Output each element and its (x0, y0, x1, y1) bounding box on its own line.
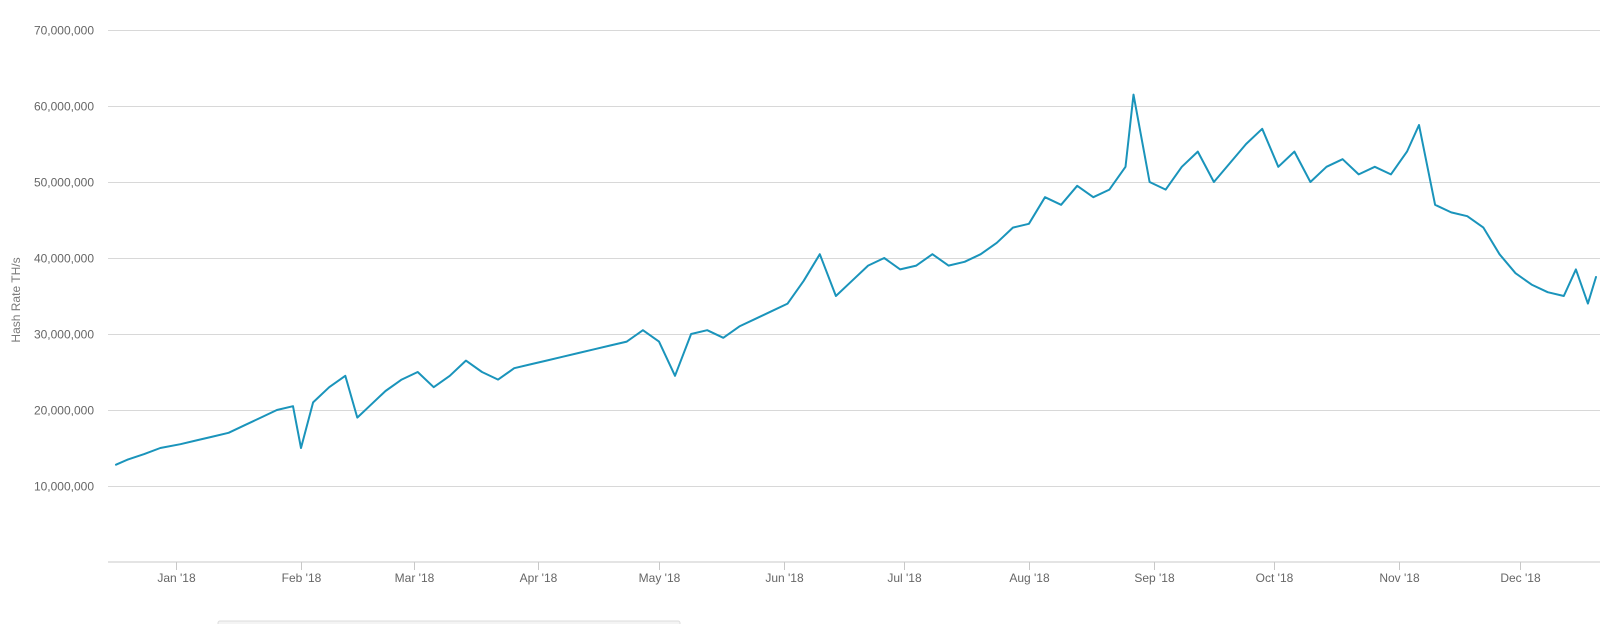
x-tick-label: Jun '18 (765, 571, 804, 585)
y-tick-label: 10,000,000 (34, 480, 94, 494)
x-tick-label: Jul '18 (887, 571, 922, 585)
y-axis-ticks: 10,000,000 20,000,000 30,000,000 40,000,000… (34, 24, 94, 494)
x-tick-label: Dec '18 (1500, 571, 1541, 585)
y-tick-label: 40,000,000 (34, 252, 94, 266)
y-tick-label: 60,000,000 (34, 100, 94, 114)
x-tick-label: Jan '18 (157, 571, 196, 585)
grid-layer (108, 31, 1600, 487)
x-tick-label: Apr '18 (520, 571, 558, 585)
y-axis-label: Hash Rate TH/s (9, 257, 23, 342)
x-tick-label: Aug '18 (1009, 571, 1050, 585)
x-axis-ticks: Jan '18 Feb '18 Mar '18 Apr '18 May '18 Jun '… (157, 562, 1541, 585)
x-tick-label: Sep '18 (1134, 571, 1175, 585)
series-line (116, 95, 1596, 465)
x-tick-label: Feb '18 (282, 571, 322, 585)
y-tick-label: 50,000,000 (34, 176, 94, 190)
x-tick-label: Mar '18 (395, 571, 435, 585)
series-layer (116, 95, 1596, 465)
y-tick-label: 20,000,000 (34, 404, 94, 418)
x-tick-label: Oct '18 (1256, 571, 1294, 585)
x-tick-label: May '18 (639, 571, 681, 585)
x-tick-label: Nov '18 (1379, 571, 1420, 585)
y-tick-label: 70,000,000 (34, 24, 94, 38)
y-tick-label: 30,000,000 (34, 328, 94, 342)
